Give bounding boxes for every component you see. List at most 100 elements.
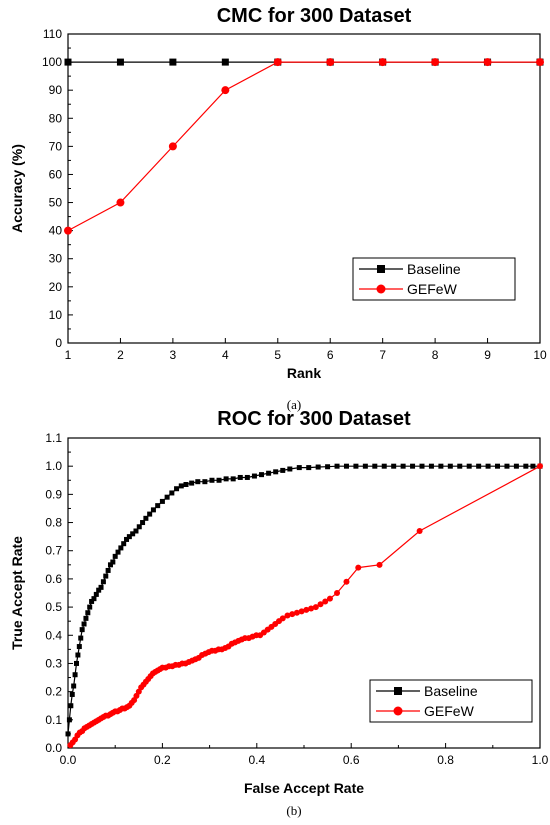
legend: Baseline GEFeW bbox=[352, 257, 516, 301]
y-tick-label: 110 bbox=[43, 27, 62, 41]
data-point bbox=[416, 528, 423, 534]
x-tick-label: 10 bbox=[533, 348, 547, 362]
y-tick-label: 1.1 bbox=[45, 431, 62, 445]
data-point bbox=[326, 58, 335, 67]
data-point bbox=[353, 463, 359, 469]
data-point bbox=[112, 553, 118, 559]
data-point bbox=[244, 474, 250, 480]
x-tick-label: 9 bbox=[484, 348, 491, 362]
data-point bbox=[115, 549, 121, 555]
data-point bbox=[64, 226, 72, 235]
data-point bbox=[289, 611, 296, 618]
data-point bbox=[195, 479, 201, 485]
y-tick-label: 0.5 bbox=[45, 600, 62, 614]
x-tick-label: 5 bbox=[274, 348, 281, 362]
data-point bbox=[75, 652, 81, 658]
data-point bbox=[410, 463, 416, 469]
data-point bbox=[293, 609, 300, 616]
chart-roc: ROC for 300 Dataset 0.0 0.2 0.4 0.6 0.8 1.0 0.0… bbox=[9, 408, 549, 818]
data-point bbox=[69, 691, 75, 697]
data-point bbox=[284, 612, 291, 619]
data-point bbox=[64, 58, 72, 66]
data-point bbox=[447, 463, 453, 469]
data-point bbox=[223, 476, 229, 482]
data-point bbox=[78, 635, 84, 641]
data-point bbox=[68, 703, 74, 709]
y-tick-label: 0.4 bbox=[45, 628, 62, 642]
data-point bbox=[100, 579, 106, 585]
data-point bbox=[159, 498, 165, 504]
data-point bbox=[118, 545, 124, 551]
data-point bbox=[530, 463, 536, 469]
chart-caption: (b) bbox=[286, 803, 301, 818]
y-tick-label: 0.2 bbox=[45, 685, 62, 699]
data-point bbox=[147, 511, 153, 517]
data-point bbox=[230, 476, 236, 482]
x-tick-label: 0.0 bbox=[60, 753, 77, 767]
y-tick-label: 100 bbox=[42, 55, 62, 69]
data-point bbox=[164, 494, 170, 500]
y-tick-label: 40 bbox=[49, 224, 63, 238]
y-tick-label: 0.1 bbox=[45, 713, 62, 727]
legend-swatch-marker bbox=[376, 284, 386, 294]
x-axis-label: Rank bbox=[287, 365, 321, 381]
data-point bbox=[312, 604, 319, 611]
chart-caption: (a) bbox=[287, 397, 301, 412]
y-tick-label: 1.0 bbox=[45, 459, 62, 473]
data-point bbox=[287, 466, 293, 472]
data-point bbox=[110, 559, 116, 565]
data-point bbox=[322, 598, 329, 605]
data-point bbox=[485, 463, 491, 469]
data-point bbox=[523, 463, 529, 469]
y-tick-label: 80 bbox=[49, 111, 63, 125]
data-point bbox=[91, 596, 97, 602]
data-point bbox=[296, 465, 302, 471]
data-point bbox=[273, 58, 282, 67]
x-tick-label: 4 bbox=[222, 348, 229, 362]
data-point bbox=[362, 463, 368, 469]
y-tick-label: 90 bbox=[49, 83, 63, 97]
data-point bbox=[326, 595, 333, 602]
data-point bbox=[237, 474, 243, 480]
legend-label: Baseline bbox=[424, 683, 478, 699]
data-point bbox=[155, 503, 161, 509]
data-point bbox=[513, 463, 519, 469]
y-tick-label: 70 bbox=[49, 139, 63, 153]
data-point bbox=[381, 463, 387, 469]
data-point bbox=[391, 463, 397, 469]
data-point bbox=[183, 482, 189, 487]
data-point bbox=[83, 615, 89, 621]
x-tick-label: 6 bbox=[327, 348, 334, 362]
data-point bbox=[169, 490, 175, 496]
y-tick-label: 0.6 bbox=[45, 572, 62, 586]
chart-title: CMC for 300 Dataset bbox=[217, 5, 412, 27]
data-point bbox=[143, 515, 149, 521]
y-tick-label: 10 bbox=[49, 308, 63, 322]
data-point bbox=[87, 604, 93, 610]
data-point bbox=[483, 58, 492, 67]
data-point bbox=[251, 473, 257, 479]
x-tick-label: 0.2 bbox=[154, 753, 171, 767]
x-tick-label: 8 bbox=[432, 348, 439, 362]
data-point bbox=[98, 584, 104, 590]
data-point bbox=[419, 463, 425, 469]
chart-title: ROC for 300 Dataset bbox=[217, 408, 411, 430]
y-tick-label: 0 bbox=[55, 336, 62, 350]
data-point bbox=[116, 58, 124, 66]
data-point bbox=[280, 467, 286, 473]
data-point bbox=[355, 564, 362, 571]
data-point bbox=[96, 587, 102, 593]
data-point bbox=[343, 463, 349, 469]
legend-label: Baseline bbox=[407, 261, 461, 277]
data-point bbox=[221, 86, 230, 95]
data-point bbox=[504, 463, 510, 469]
y-tick-label: 0.9 bbox=[45, 487, 62, 501]
data-point bbox=[103, 573, 109, 579]
data-point bbox=[431, 58, 440, 67]
data-point bbox=[209, 477, 215, 483]
x-tick-label: 0.8 bbox=[437, 753, 454, 767]
data-point bbox=[73, 660, 79, 666]
data-point bbox=[343, 578, 350, 585]
data-point bbox=[189, 480, 195, 486]
